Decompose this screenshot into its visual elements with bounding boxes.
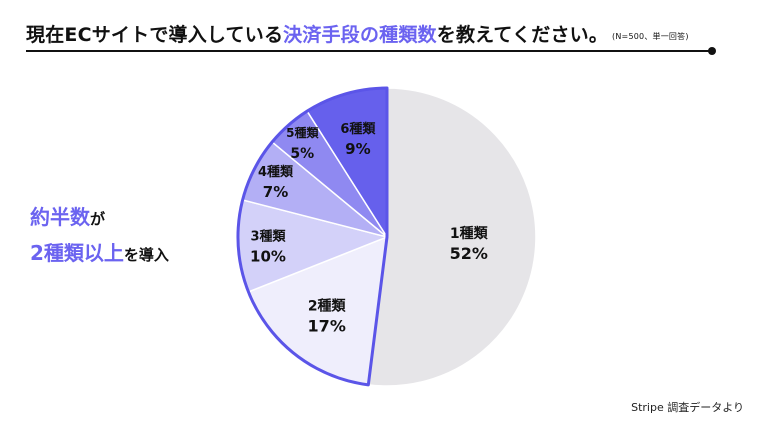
pie-slice-1 [367, 87, 537, 387]
page-title: 現在ECサイトで導入している決済手段の種類数を教えてください。 (N=500、単一… [26, 20, 689, 47]
title-accent: 決済手段の種類数 [283, 24, 437, 46]
callout-accent-2: 2種類以上 [30, 241, 124, 265]
slice-label-4: 4種類 [258, 164, 294, 180]
title-underline [26, 50, 710, 52]
slice-value-4: 7% [263, 183, 288, 201]
callout-accent-1: 約半数 [30, 205, 90, 229]
title-pre: 現在ECサイトで導入している [26, 24, 284, 46]
slice-label-3: 3種類 [250, 229, 286, 245]
callout-line-1: 約半数が [30, 200, 169, 236]
slice-value-2: 17% [308, 317, 346, 336]
slice-value-1: 52% [450, 244, 488, 263]
callout-rest-1: が [90, 210, 106, 228]
slice-value-6: 9% [345, 140, 370, 158]
title-bar: 現在ECサイトで導入している決済手段の種類数を教えてください。 (N=500、単一… [26, 14, 716, 55]
callout-rest-2: を導入 [123, 246, 169, 264]
underline-dot [708, 47, 716, 55]
callout-text: 約半数が 2種類以上を導入 [30, 200, 169, 272]
source-note: Stripe 調査データより [631, 401, 744, 414]
slice-label-1: 1種類 [450, 225, 489, 242]
slice-label-2: 2種類 [308, 298, 347, 315]
slice-value-5: 5% [290, 146, 314, 162]
highlight-outline [236, 86, 389, 387]
title-post: を教えてください。 [436, 24, 609, 46]
slice-label-6: 6種類 [340, 121, 376, 137]
slice-value-3: 10% [250, 248, 286, 266]
title-note: (N=500、単一回答) [612, 32, 689, 41]
slice-label-5: 5種類 [286, 125, 319, 140]
callout-line-2: 2種類以上を導入 [30, 236, 169, 272]
